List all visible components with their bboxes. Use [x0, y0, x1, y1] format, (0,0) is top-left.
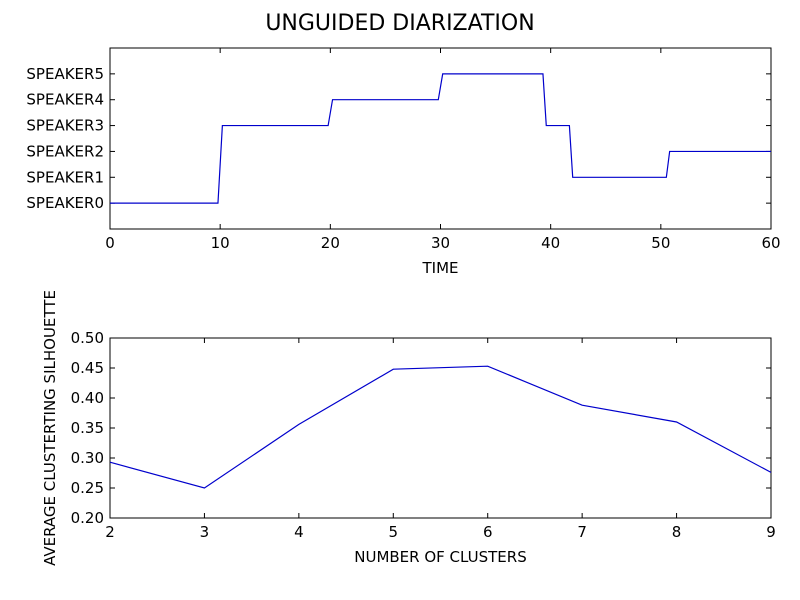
x-tick-label: 10	[211, 234, 230, 252]
y-tick-label: 0.50	[71, 329, 104, 347]
series-line-0	[110, 73, 771, 204]
x-tick-label: 5	[389, 523, 399, 541]
y-tick-label: SPEAKER3	[26, 117, 104, 135]
y-tick-label: 0.40	[71, 389, 104, 407]
silhouette-chart: 2 3 4 5 6 7 8 9 0.20 0.25 0.30 0.35 0.40 0.45 0.50 NUMB…	[41, 290, 776, 566]
x-tick-label: 4	[294, 523, 304, 541]
x-tick-label: 30	[431, 234, 450, 252]
x-tick-label: 7	[577, 523, 587, 541]
y-tick-label: 0.30	[71, 449, 104, 467]
y-tick-label: SPEAKER1	[26, 168, 104, 186]
x-tick-label: 3	[200, 523, 210, 541]
x-tick-label: 40	[541, 234, 560, 252]
x-tick-label: 6	[483, 523, 493, 541]
y-tick-label: 0.20	[71, 509, 104, 527]
diarization-chart: 0 10 20 30 40 50 60 SPEAKER0 SPEAKER1 SPEAKER2 SPE…	[26, 47, 781, 277]
x-tick-label: 0	[105, 234, 115, 252]
x-tick-label: 60	[761, 234, 780, 252]
y-axis-label: AVERAGE CLUSTERTING SILHOUETTE	[41, 290, 59, 566]
y-tick-label: SPEAKER0	[26, 194, 104, 212]
y-tick-label: 0.25	[71, 479, 104, 497]
x-tick-label: 20	[321, 234, 340, 252]
y-tick-label: SPEAKER4	[26, 91, 104, 109]
y-tick-label: SPEAKER5	[26, 65, 104, 83]
x-tick-label: 50	[651, 234, 670, 252]
x-tick-label: 2	[105, 523, 115, 541]
y-tick-label: 0.45	[71, 359, 104, 377]
x-axis-label: TIME	[421, 259, 458, 277]
series-line-0	[109, 365, 772, 489]
x-tick-label: 8	[672, 523, 682, 541]
x-tick-label: 9	[766, 523, 776, 541]
y-tick-label: 0.35	[71, 419, 104, 437]
y-tick-label: SPEAKER2	[26, 142, 104, 160]
x-axis-label: NUMBER OF CLUSTERS	[354, 548, 526, 566]
figure-title: UNGUIDED DIARIZATION	[265, 11, 534, 36]
